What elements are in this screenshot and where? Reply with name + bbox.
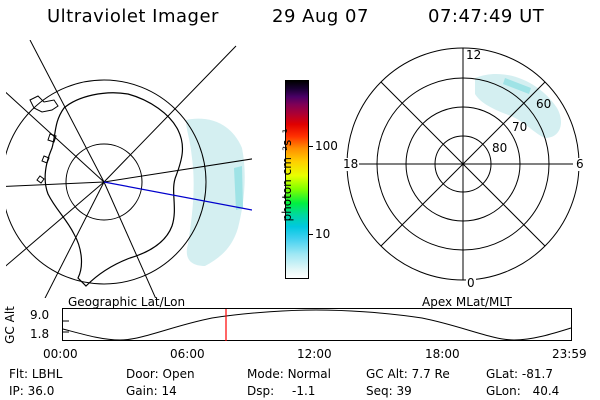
mlat-label-80: 80 [492, 141, 508, 155]
dsp-value: -1.1 [291, 384, 316, 398]
mlat-label-70: 70 [512, 120, 528, 134]
geographic-map-panel [6, 40, 252, 298]
orbit-altitude-plot [62, 308, 572, 341]
spacecraft-ground-track [103, 181, 252, 211]
orbit-xtick-1800: 18:00 [425, 347, 460, 361]
dsp-info: Dsp: -1.1 [247, 384, 316, 398]
seq-value: 39 [396, 384, 412, 398]
glat-info: GLat: -81.7 [486, 367, 553, 381]
orbit-ytick-low: 1.8 [30, 327, 50, 341]
colorbar-tick-100 [308, 146, 313, 147]
mlt-panel-caption: Apex MLat/MLT [422, 295, 512, 309]
orbit-ytick-high: 9.0 [30, 308, 50, 322]
colorbar-tick-10 [308, 234, 313, 235]
door-value: Open [162, 367, 195, 381]
filter-info: Flt: LBHL [9, 367, 63, 381]
altitude-curve [62, 309, 572, 341]
ip-info: IP: 36.0 [9, 384, 55, 398]
geo-panel-caption: Geographic Lat/Lon [68, 295, 186, 309]
instrument-title: Ultraviolet Imager [47, 6, 219, 27]
seq-info: Seq: 39 [366, 384, 412, 398]
glon-info: GLon: 40.4 [486, 384, 560, 398]
magnetic-mlt-panel [339, 47, 585, 284]
orbit-ylabel: GC Alt [3, 306, 17, 344]
orbit-xtick-2359: 23:59 [552, 347, 587, 361]
door-info: Door: Open [126, 367, 195, 381]
antarctica-coastline [44, 92, 184, 287]
auroral-oval-geo [186, 118, 245, 266]
colorbar-label-100: 100 [315, 139, 338, 153]
mlt-label-12: 12 [466, 48, 482, 62]
mlat-label-60: 60 [536, 97, 552, 111]
gcalt-value: 7.7 Re [411, 367, 450, 381]
mlt-label-18: 18 [343, 157, 359, 171]
orbit-xtick-0600: 06:00 [170, 347, 205, 361]
colorbar [285, 80, 309, 279]
colorbar-unit-label: photon cm⁻²s⁻¹ [280, 128, 294, 222]
ip-value: 36.0 [27, 384, 55, 398]
image-date: 29 Aug 07 [272, 6, 369, 27]
mlt-label-0: 0 [467, 276, 475, 290]
gcalt-info: GC Alt: 7.7 Re [366, 367, 450, 381]
mlt-label-6: 6 [576, 157, 584, 171]
image-time: 07:47:49 UT [428, 6, 545, 27]
auroral-oval-mlt [475, 73, 561, 138]
glon-value: 40.4 [532, 384, 560, 398]
mode-value: Normal [287, 367, 331, 381]
glat-value: -81.7 [521, 367, 553, 381]
orbit-xtick-0000: 00:00 [43, 347, 78, 361]
filter-value: LBHL [31, 367, 63, 381]
gain-info: Gain: 14 [126, 384, 177, 398]
mode-info: Mode: Normal [247, 367, 331, 381]
orbit-xtick-1200: 12:00 [297, 347, 332, 361]
gain-value: 14 [161, 384, 177, 398]
colorbar-label-10: 10 [315, 227, 331, 241]
